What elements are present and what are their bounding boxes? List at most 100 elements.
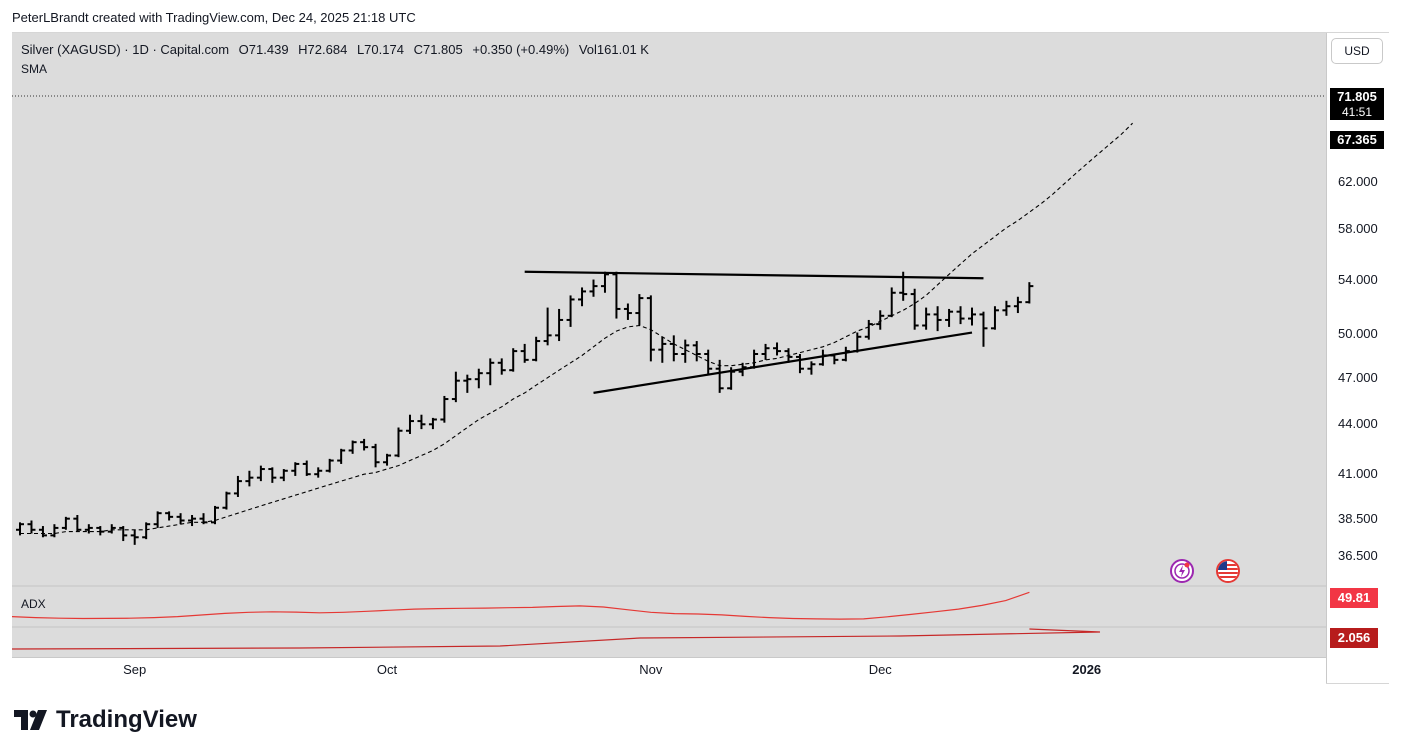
ohlc-bar — [27, 520, 36, 534]
tv-logo-icon — [14, 710, 47, 730]
ohlc-bar — [222, 491, 231, 510]
symbol-legend[interactable]: Silver (XAGUSD) · 1D · Capital.com O71.4… — [21, 42, 655, 57]
ohlc-bar — [681, 339, 690, 363]
ohlc-bar — [417, 414, 426, 430]
ohlc-bar — [497, 358, 506, 375]
ohlc-bar — [256, 465, 265, 482]
ohlc-bar — [337, 448, 346, 464]
ohlc-bar — [773, 342, 782, 356]
last-price-tag: 71.805 41:51 — [1330, 88, 1384, 120]
volume-value: Vol161.01 K — [578, 42, 649, 57]
ohlc-bar — [61, 516, 70, 530]
ohlc-bar — [73, 515, 82, 532]
ohlc-bar — [142, 522, 151, 540]
us-flag-event-icon[interactable] — [1216, 559, 1240, 583]
ohlc-bar — [188, 515, 197, 527]
ohlc-bar — [38, 526, 47, 538]
ohlc-bar — [84, 524, 93, 534]
ohlc-bar — [107, 524, 116, 534]
ohlc-bar — [761, 343, 770, 360]
ohlc-bar — [968, 307, 977, 326]
ohlc-bar — [532, 336, 541, 362]
ohlc-bar — [520, 343, 529, 363]
ohlc-bar — [910, 288, 919, 330]
adx-legend[interactable]: ADX — [21, 597, 46, 611]
ohlc-bar — [623, 303, 632, 320]
ohlc-bar — [979, 311, 988, 347]
ohlc-bar — [119, 526, 128, 542]
x-tick-label: Sep — [123, 662, 147, 677]
bar-countdown: 41:51 — [1341, 105, 1373, 119]
ohlc-bar — [887, 287, 896, 318]
ohlc-bar — [704, 349, 713, 375]
ohlc-bar — [348, 440, 357, 454]
y-tick-label: 54.000 — [1338, 271, 1378, 287]
adx-secondary-path — [11, 628, 1101, 650]
tradingview-logo[interactable]: TradingView — [14, 706, 197, 734]
trendline-resistance — [524, 270, 984, 280]
last-price-value: 71.805 — [1337, 89, 1377, 104]
y-tick-label: 44.000 — [1338, 416, 1378, 432]
ohlc-bar — [451, 371, 460, 403]
time-axis[interactable] — [12, 657, 1326, 684]
ohlc-high: H72.684 — [298, 42, 348, 57]
ohlc-bar — [130, 529, 139, 545]
x-tick-label: 2026 — [1072, 662, 1102, 677]
ohlc-bar — [635, 294, 644, 326]
ohlc-bar — [807, 361, 816, 375]
ohlc-bar — [543, 307, 552, 346]
y-tick-label: 58.000 — [1338, 221, 1378, 237]
trendlines — [524, 270, 984, 394]
ohlc-bar — [474, 368, 483, 389]
trendline-support — [593, 331, 973, 394]
symbol-name[interactable]: Silver (XAGUSD) · 1D · Capital.com — [21, 42, 230, 57]
currency-button[interactable]: USD — [1331, 38, 1383, 64]
ohlc-bar — [463, 374, 472, 393]
adx-di-tag: 2.056 — [1330, 628, 1378, 648]
credit-line: PeterLBrandt created with TradingView.co… — [12, 10, 416, 25]
ohlc-bar — [990, 306, 999, 330]
ohlc-bar — [578, 287, 587, 307]
ohlc-bar — [876, 310, 885, 330]
y-tick-label: 50.000 — [1338, 325, 1378, 341]
ohlc-bar — [566, 295, 575, 327]
ohlc-bar — [325, 458, 334, 473]
adx-lines — [11, 591, 1101, 650]
ohlc-bar — [486, 358, 495, 386]
ohlc-bar — [291, 462, 300, 476]
ohlc-bars — [16, 271, 1034, 545]
ohlc-open: O71.439 — [238, 42, 289, 57]
ohlc-bar — [245, 470, 254, 487]
y-tick-label: 36.500 — [1338, 548, 1378, 564]
ohlc-low: L70.174 — [356, 42, 404, 57]
ohlc-bar — [440, 395, 449, 423]
plot-area[interactable] — [12, 33, 1326, 657]
ohlc-bar — [956, 306, 965, 325]
ohlc-bar — [600, 271, 609, 293]
sma-path — [20, 122, 1133, 535]
ohlc-bar — [153, 511, 162, 528]
ohlc-bar — [96, 526, 105, 536]
y-tick-label: 47.000 — [1338, 369, 1378, 385]
ohlc-bar — [715, 359, 724, 393]
ohlc-bar — [50, 524, 59, 538]
adx-path — [11, 591, 1030, 620]
ohlc-bar — [360, 438, 369, 451]
ohlc-bar — [692, 341, 701, 362]
ohlc-bar — [589, 279, 598, 297]
x-tick-label: Nov — [639, 662, 663, 677]
ohlc-bar — [233, 475, 242, 497]
price-change: +0.350 (+0.49%) — [472, 42, 570, 57]
sma-price-tag: 67.365 — [1330, 131, 1384, 149]
ohlc-bar — [612, 271, 621, 319]
x-tick-label: Oct — [376, 662, 398, 677]
ohlc-bar — [945, 308, 954, 327]
ohlc-bar — [268, 467, 277, 483]
ohlc-bar — [165, 511, 174, 521]
sma-legend[interactable]: SMA — [21, 62, 48, 76]
lightning-event-icon[interactable] — [1170, 559, 1194, 583]
ohlc-bar — [1002, 300, 1011, 316]
ohlc-bar — [428, 417, 437, 430]
ohlc-bar — [509, 348, 518, 372]
ohlc-bar — [302, 460, 311, 476]
